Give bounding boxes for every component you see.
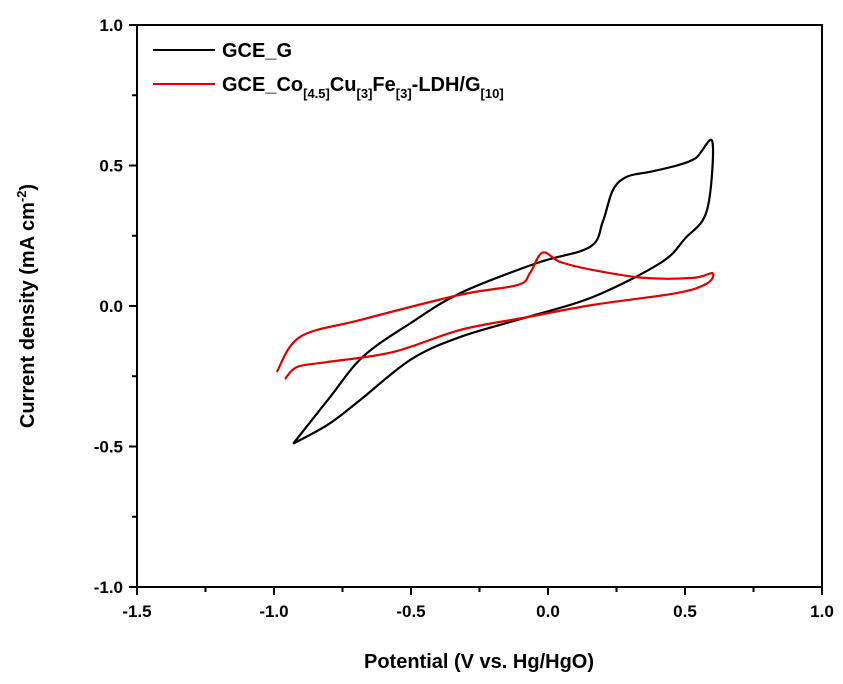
series-line-1 [275,251,715,380]
x-tick-label: 1.0 [810,602,834,621]
y-tick-label: -0.5 [94,438,123,457]
x-axis-label: Potential (V vs. Hg/HgO) [364,651,594,673]
legend-label-gce-g: GCE_G [222,40,292,62]
x-tick-label: -0.5 [396,602,425,621]
series-line-0 [292,138,715,445]
y-axis-label: Current density (mA cm-2) [14,184,39,428]
plot-frame [136,24,823,588]
x-tick-label: 0.0 [536,602,560,621]
x-tick-label: -1.5 [122,602,151,621]
legend-label-ldh: GCE_Co[4.5]Cu[3]Fe[3]-LDH/G[10] [222,74,504,101]
x-tick-label: 0.5 [673,602,697,621]
y-tick-label: 0.0 [99,297,123,316]
y-tick-label: 1.0 [99,16,123,35]
y-tick-label: -1.0 [94,578,123,597]
x-tick-label: -1.0 [259,602,288,621]
legend: GCE_G GCE_Co[4.5]Cu[3]Fe[3]-LDH/G[10] [153,40,504,101]
y-tick-label: 0.5 [99,157,123,176]
